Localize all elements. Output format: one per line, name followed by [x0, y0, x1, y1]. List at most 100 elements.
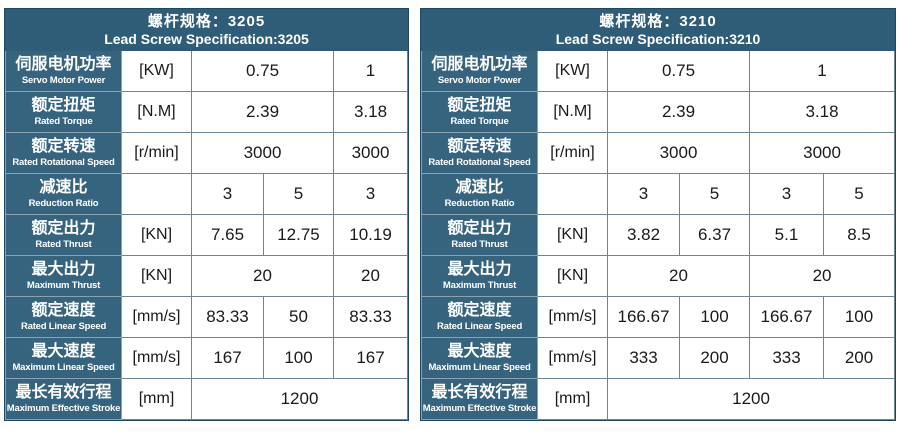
unit-cell: [KW] [537, 50, 608, 92]
unit-cell: [mm/s] [537, 296, 608, 338]
label-zh: 额定出力 [447, 220, 512, 237]
table-title: 螺杆规格：3205 Lead Screw Specification:3205 [4, 9, 409, 51]
value-cell: 2.39 [191, 91, 334, 133]
unit-cell: [KW] [121, 50, 192, 92]
value-cell: 3.18 [332, 91, 409, 133]
label-en: Maximum Thrust [26, 280, 101, 291]
label-en: Maximum Effective Stroke [422, 403, 537, 414]
row-label: 伺服电机功率 Servo Motor Power [421, 50, 538, 92]
title-zh: 螺杆规格：3205 [147, 12, 266, 30]
unit-cell: [N.M] [537, 91, 608, 133]
value-cell: 3.18 [748, 91, 896, 133]
value-cell: 3000 [748, 132, 896, 174]
value-cell: 20 [748, 255, 896, 297]
row-reduction-ratio: 减速比 Reduction Ratio 3 5 3 5 [421, 173, 896, 215]
row-maximum-thrust: 最大出力 Maximum Thrust [KN] 20 20 [5, 255, 409, 297]
row-label: 额定转速 Rated Rotational Speed [5, 132, 122, 174]
unit-cell: [mm/s] [121, 337, 192, 379]
unit-cell: [KN] [537, 214, 608, 256]
row-label: 额定速度 Rated Linear Speed [421, 296, 538, 338]
label-en: Rated Linear Speed [20, 321, 107, 332]
value-cell: 5 [822, 173, 896, 215]
row-rated-thrust: 额定出力 Rated Thrust [KN] 3.82 6.37 5.1 8.5 [421, 214, 896, 256]
label-en: Maximum Thrust [442, 280, 517, 291]
value-cell: 3000 [191, 132, 334, 174]
label-en: Maximum Linear Speed [12, 362, 115, 373]
label-en: Rated Thrust [451, 239, 508, 250]
value-cell: 0.75 [191, 50, 334, 92]
label-en: Servo Motor Power [21, 75, 106, 86]
label-zh: 额定扭矩 [31, 97, 96, 114]
value-cell: 1200 [606, 378, 896, 420]
label-zh: 额定出力 [31, 220, 96, 237]
label-en: Rated Rotational Speed [12, 157, 115, 168]
label-en: Rated Linear Speed [436, 321, 523, 332]
value-cell: 83.33 [332, 296, 409, 338]
row-rated-rotational-speed: 额定转速 Rated Rotational Speed [r/min] 3000 … [5, 132, 409, 174]
row-maximum-effective-stroke: 最长有效行程 Maximum Effective Stroke [mm] 1200 [5, 378, 409, 420]
row-label: 额定出力 Rated Thrust [5, 214, 122, 256]
value-cell: 3 [749, 173, 824, 215]
row-label: 最长有效行程 Maximum Effective Stroke [5, 378, 122, 420]
value-cell: 200 [822, 337, 896, 379]
value-cell: 3 [607, 173, 680, 215]
value-cell: 1 [748, 50, 896, 92]
unit-cell: [r/min] [537, 132, 608, 174]
row-rated-torque: 额定扭矩 Rated Torque [N.M] 2.39 3.18 [5, 91, 409, 133]
value-cell: 12.75 [263, 214, 334, 256]
row-rated-linear-speed: 额定速度 Rated Linear Speed [mm/s] 166.67 100… [421, 296, 896, 338]
row-rated-rotational-speed: 额定转速 Rated Rotational Speed [r/min] 3000 … [421, 132, 896, 174]
label-zh: 减速比 [39, 179, 88, 196]
row-maximum-effective-stroke: 最长有效行程 Maximum Effective Stroke [mm] 1200 [421, 378, 896, 420]
unit-cell: [r/min] [121, 132, 192, 174]
label-zh: 最大速度 [447, 343, 512, 360]
value-cell: 0.75 [607, 50, 750, 92]
unit-cell: [mm/s] [121, 296, 192, 338]
label-en: Reduction Ratio [28, 198, 99, 209]
value-cell: 100 [679, 296, 750, 338]
label-en: Rated Rotational Speed [428, 157, 531, 168]
value-cell: 1 [332, 50, 409, 92]
value-cell: 20 [191, 255, 334, 297]
value-cell: 8.5 [822, 214, 896, 256]
value-cell: 167 [332, 337, 409, 379]
row-rated-thrust: 额定出力 Rated Thrust [KN] 7.65 12.75 10.19 [5, 214, 409, 256]
value-cell: 100 [263, 337, 334, 379]
value-cell: 100 [822, 296, 896, 338]
row-label: 最大出力 Maximum Thrust [421, 255, 538, 297]
unit-cell: [mm] [121, 378, 192, 420]
label-zh: 最大出力 [31, 261, 96, 278]
label-zh: 最长有效行程 [431, 384, 528, 401]
value-cell: 50 [263, 296, 334, 338]
row-label: 最大出力 Maximum Thrust [5, 255, 122, 297]
value-cell: 5.1 [749, 214, 824, 256]
label-en: Servo Motor Power [437, 75, 522, 86]
value-cell: 3000 [332, 132, 409, 174]
unit-cell: [KN] [121, 255, 192, 297]
value-cell: 333 [607, 337, 680, 379]
label-en: Rated Torque [450, 116, 509, 127]
value-cell: 200 [679, 337, 750, 379]
row-servo-motor-power: 伺服电机功率 Servo Motor Power [KW] 0.75 1 [5, 50, 409, 92]
unit-cell: [mm/s] [537, 337, 608, 379]
row-maximum-linear-speed: 最大速度 Maximum Linear Speed [mm/s] 167 100 … [5, 337, 409, 379]
row-label: 额定速度 Rated Linear Speed [5, 296, 122, 338]
spec-table-3210: 螺杆规格：3210 Lead Screw Specification:3210 … [420, 8, 896, 421]
label-zh: 额定扭矩 [447, 97, 512, 114]
value-cell: 6.37 [679, 214, 750, 256]
unit-cell [121, 173, 192, 215]
value-cell: 166.67 [607, 296, 680, 338]
title-en: Lead Screw Specification:3210 [555, 30, 761, 47]
label-en: Rated Thrust [35, 239, 92, 250]
row-label: 伺服电机功率 Servo Motor Power [5, 50, 122, 92]
row-label: 减速比 Reduction Ratio [421, 173, 538, 215]
value-cell: 3000 [607, 132, 750, 174]
unit-cell: [N.M] [121, 91, 192, 133]
value-cell: 5 [263, 173, 334, 215]
unit-cell: [KN] [121, 214, 192, 256]
unit-cell: [KN] [537, 255, 608, 297]
row-servo-motor-power: 伺服电机功率 Servo Motor Power [KW] 0.75 1 [421, 50, 896, 92]
row-label: 最大速度 Maximum Linear Speed [421, 337, 538, 379]
label-zh: 最大速度 [31, 343, 96, 360]
spec-table-3205: 螺杆规格：3205 Lead Screw Specification:3205 … [4, 8, 409, 421]
